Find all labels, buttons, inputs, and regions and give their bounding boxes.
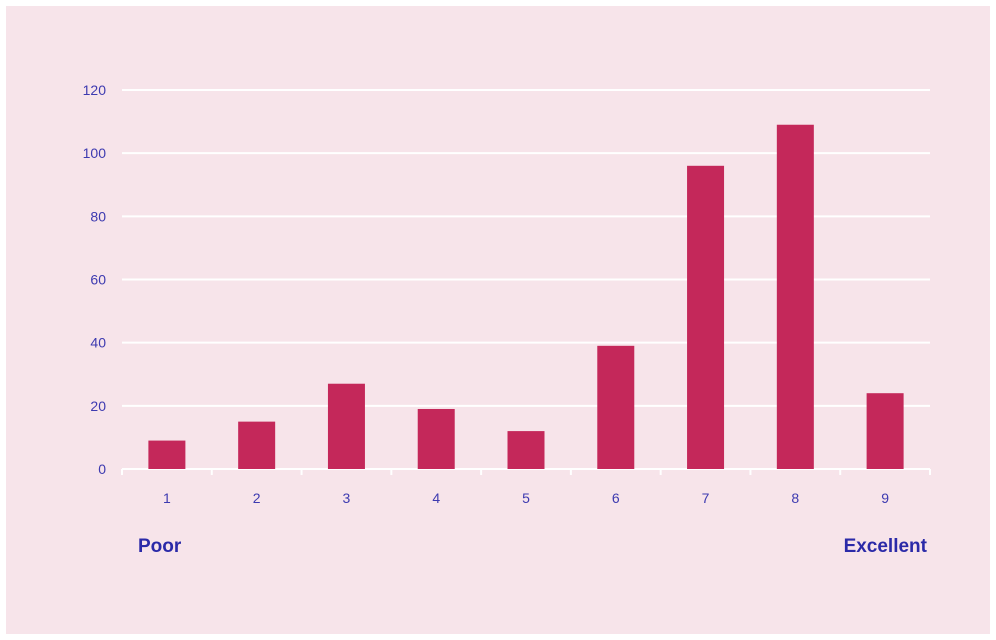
bar-4 [417, 408, 455, 469]
y-tick-label: 40 [90, 335, 106, 351]
chart-panel: 0 20 40 60 80 100 120 1 2 3 4 5 6 7 8 9 Poor Excellent [6, 6, 990, 634]
x-tick-label: 5 [522, 490, 530, 506]
bar-chart: 0 20 40 60 80 100 120 1 2 3 4 5 6 7 8 9 Poor Excellent [83, 82, 931, 557]
bar-2 [238, 421, 276, 469]
bar-6 [597, 345, 635, 469]
bar-3 [327, 383, 365, 469]
scale-label-poor: Poor [138, 536, 182, 557]
x-axis [121, 468, 931, 475]
y-tick-label: 120 [83, 82, 107, 98]
bar-5 [507, 431, 545, 469]
x-tick-label: 8 [791, 490, 799, 506]
x-tick-label: 9 [881, 490, 889, 506]
x-tick-labels: 1 2 3 4 5 6 7 8 9 [163, 490, 889, 506]
x-tick-label: 7 [702, 490, 710, 506]
bar-7 [687, 165, 725, 470]
y-axis: 0 20 40 60 80 100 120 [83, 82, 107, 477]
x-tick-label: 3 [343, 490, 351, 506]
bar-8 [776, 124, 814, 469]
x-tick-label: 4 [432, 490, 440, 506]
bars [148, 124, 904, 470]
x-tick-label: 6 [612, 490, 620, 506]
x-tick-label: 1 [163, 490, 171, 506]
scale-label-excellent: Excellent [844, 536, 928, 557]
y-tick-label: 0 [98, 461, 106, 477]
x-tick-label: 2 [253, 490, 261, 506]
bar-9 [866, 393, 904, 469]
y-tick-label: 20 [90, 398, 106, 414]
bar-1 [148, 440, 186, 469]
y-tick-label: 80 [90, 208, 106, 224]
y-tick-label: 100 [83, 145, 107, 161]
y-tick-label: 60 [90, 272, 106, 288]
